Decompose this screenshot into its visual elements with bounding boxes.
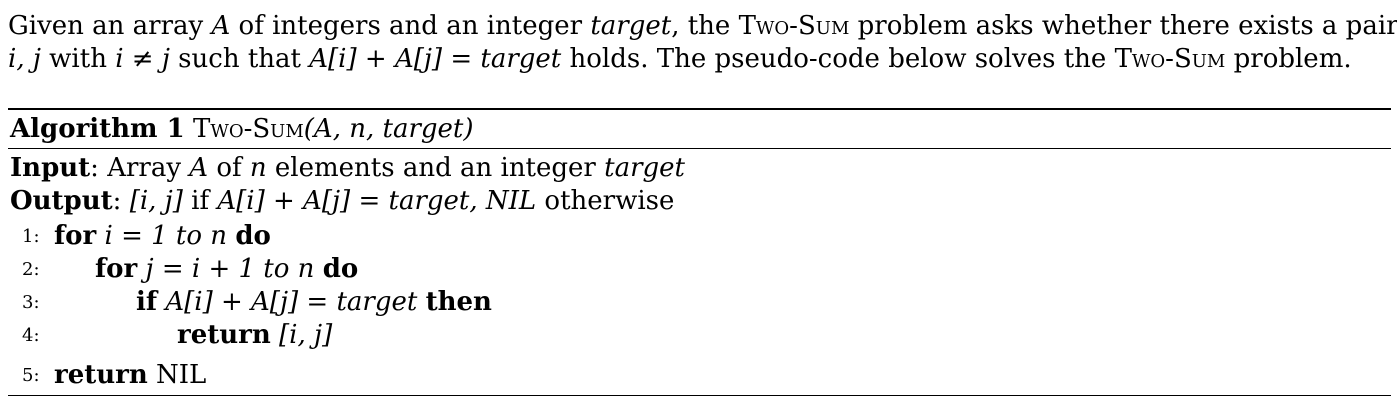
line-code: if A[i] + A[j] = target then (136, 286, 492, 319)
condition-sum: A[i] + A[j] = target (309, 44, 562, 74)
algorithm-line-5: 5: return NIL (8, 359, 1391, 392)
loop-expr: j = i + 1 to n (137, 254, 323, 284)
problem-name: Two-Sum (1114, 44, 1226, 74)
line-code: for j = i + 1 to n do (95, 253, 358, 286)
var-target: target (604, 153, 685, 183)
if-condition: A[i] + A[j] = target (157, 287, 426, 317)
problem-name: Two-Sum (738, 11, 850, 41)
keyword-return: return (177, 320, 271, 350)
line-number: 4: (22, 325, 40, 346)
var-A: A (211, 11, 231, 41)
algorithm-lines: 1: for i = 1 to n do 2: for j = i + 1 to… (8, 220, 1391, 392)
var-A: A (189, 153, 209, 183)
line-code: for i = 1 to n do (54, 220, 271, 253)
line-number: 2: (22, 259, 40, 280)
title-rule (8, 148, 1391, 149)
algorithm-line-4: 4: return [i, j] (8, 319, 1391, 352)
line-gap (8, 352, 1391, 359)
var-n: n (249, 153, 267, 183)
var-indices: i, j (8, 44, 41, 74)
intro-text: with (40, 44, 116, 74)
output-text: if (182, 186, 218, 216)
intro-line-2: i, j with i ≠ j such that A[i] + A[j] = … (8, 43, 1391, 76)
line-number: 3: (22, 292, 40, 313)
intro-line-1: Given an array A of integers and an inte… (8, 10, 1397, 43)
top-rule (8, 108, 1391, 110)
algorithm-params: (A, n, target) (303, 114, 474, 144)
input-text: elements and an integer (266, 153, 605, 183)
intro-text: problem asks whether there exists a pair… (857, 11, 1397, 41)
line-number: 5: (22, 365, 40, 386)
output-text: otherwise (536, 186, 675, 216)
return-expr: NIL (147, 360, 207, 390)
algorithm-line-1: 1: for i = 1 to n do (8, 220, 1391, 253)
line-number: 1: (22, 226, 40, 247)
keyword-then: then (425, 287, 492, 317)
input-text: of (208, 153, 250, 183)
return-expr: [i, j] (270, 320, 333, 350)
input-text: : Array (90, 153, 190, 183)
output-label: Output (10, 186, 113, 216)
keyword-for: for (95, 254, 138, 284)
bottom-rule (8, 395, 1391, 396)
intro-text: holds. The pseudo-code below solves the (561, 44, 1115, 74)
keyword-if: if (136, 287, 158, 317)
output-condition: A[i] + A[j] = target, NIL (217, 186, 537, 216)
algorithm-label: Algorithm 1 (10, 114, 185, 144)
intro-text: such that (169, 44, 310, 74)
keyword-for: for (54, 221, 97, 251)
intro-text: , the (671, 11, 739, 41)
condition-i-neq-j: i ≠ j (115, 44, 170, 74)
algorithm-line-2: 2: for j = i + 1 to n do (8, 253, 1391, 286)
output-line: Output: [i, j] if A[i] + A[j] = target, … (8, 185, 1391, 218)
algorithm-name: Two-Sum (192, 114, 304, 144)
intro-text: of integers and an integer (230, 11, 591, 41)
loop-expr: i = 1 to n (96, 221, 236, 251)
output-text: : (112, 186, 130, 216)
keyword-return: return (54, 360, 148, 390)
intro-text: Given an array (8, 11, 212, 41)
page: Given an array A of integers and an inte… (8, 10, 1397, 396)
algorithm-box: Algorithm 1 Two-Sum(A, n, target) Input:… (8, 108, 1391, 396)
line-code: return NIL (54, 359, 206, 392)
var-target: target (590, 11, 672, 41)
output-expr: [i, j] (129, 186, 183, 216)
algorithm-title: Algorithm 1 Two-Sum(A, n, target) (8, 110, 1391, 148)
input-label: Input (10, 153, 91, 183)
algorithm-line-3: 3: if A[i] + A[j] = target then (8, 286, 1391, 319)
keyword-do: do (322, 254, 359, 284)
intro-text: problem. (1225, 44, 1352, 74)
keyword-do: do (235, 221, 271, 251)
line-code: return [i, j] (177, 319, 332, 352)
input-line: Input: Array A of n elements and an inte… (8, 152, 1391, 185)
